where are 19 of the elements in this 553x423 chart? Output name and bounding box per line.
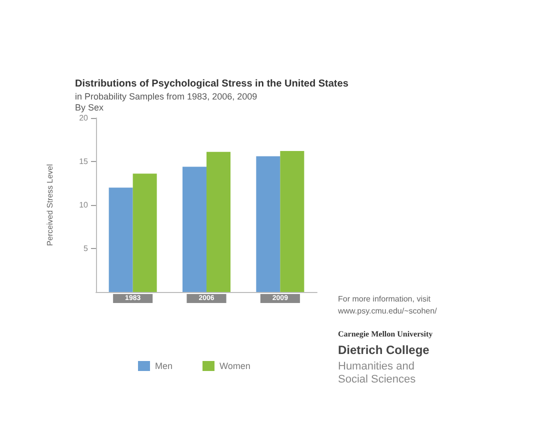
text: Dietrich College [338, 343, 430, 357]
y-tick-label: 10 [79, 200, 89, 210]
bar [182, 166, 206, 292]
text: For more information, visit www.psy.cmu.edu/~scohen/ [337, 294, 438, 316]
bar [108, 188, 133, 292]
legend-label: Women [220, 361, 250, 371]
text: Carnegie Mellon University [338, 330, 433, 338]
bar [280, 151, 304, 292]
y-tick-label: 5 [84, 244, 89, 253]
chart-title: Distributions of Psychological Stress in the United States [75, 78, 349, 90]
y-tick-label: 20 [79, 114, 89, 122]
legend-label: Men [155, 361, 173, 371]
text: Humanities and Social Sciences [338, 360, 416, 386]
bar [256, 156, 280, 292]
bar [206, 152, 230, 292]
y-tick-label: 15 [79, 157, 89, 166]
bar [132, 174, 157, 292]
y-axis-title: Perceived Stress Level [46, 164, 54, 246]
chart-subtitle: in Probability Samples from 1983, 2006, 2009 By Sex [75, 92, 258, 112]
